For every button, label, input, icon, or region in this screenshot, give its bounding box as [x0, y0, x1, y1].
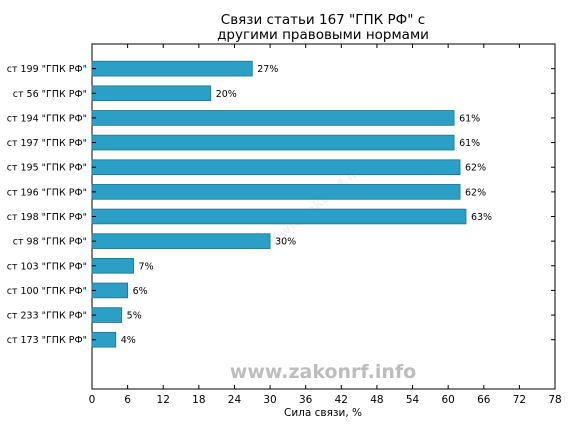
data-label: 5%	[127, 311, 142, 322]
y-tick-label: ст 98 "ГПК РФ"	[13, 237, 87, 248]
x-tick-label: 12	[157, 394, 170, 406]
bar	[91, 184, 461, 200]
bar	[91, 159, 461, 176]
bars-layer: ст 199 "ГПК РФ" 27% ст 56 "ГПК РФ" 20% ст 19…	[7, 60, 555, 348]
bar	[91, 134, 455, 151]
x-tick-label: 42	[335, 394, 348, 406]
y-tick-label: ст 196 "ГПК РФ"	[7, 187, 87, 198]
bar	[91, 110, 455, 126]
data-label: 61%	[459, 138, 480, 149]
bar	[91, 60, 253, 77]
x-axis-label: Сила связи, %	[284, 407, 362, 419]
bar	[91, 282, 129, 299]
data-label: 61%	[459, 113, 480, 124]
y-tick-label: ст 197 "ГПК РФ"	[7, 138, 87, 149]
chart-title-line-1: Связи статьи 167 "ГПК РФ" с	[221, 12, 425, 28]
y-tick-label: ст 173 "ГПК РФ"	[7, 335, 87, 346]
data-label: 30%	[275, 237, 296, 248]
bar	[91, 233, 271, 249]
y-tick-label: ст 233 "ГПК РФ"	[7, 311, 87, 322]
x-tick-label: 54	[406, 394, 420, 406]
x-tick-label: 60	[441, 394, 454, 406]
watermark: www.zakonrf.info	[230, 361, 416, 383]
x-axis-ticks: 0 6 12 18 24 30 36 42 48 54 60 66 72 78	[89, 44, 562, 406]
x-tick-label: 48	[370, 394, 383, 406]
x-tick-label: 72	[513, 394, 526, 406]
data-label: 62%	[465, 163, 486, 174]
x-tick-label: 36	[299, 394, 313, 406]
data-label: 63%	[471, 212, 492, 223]
y-tick-label: ст 56 "ГПК РФ"	[13, 89, 87, 100]
data-label: 7%	[139, 261, 154, 272]
y-tick-label: ст 198 "ГПК РФ"	[7, 212, 87, 223]
x-tick-label: 6	[124, 394, 131, 406]
x-tick-label: 66	[477, 394, 491, 406]
chart-title-line-2: другими правовыми нормами	[217, 27, 429, 43]
y-tick-label: ст 199 "ГПК РФ"	[7, 64, 87, 75]
y-tick-label: ст 100 "ГПК РФ"	[7, 286, 87, 297]
data-label: 20%	[216, 89, 237, 100]
data-label: 6%	[133, 286, 148, 297]
bar	[91, 208, 467, 225]
y-tick-label: ст 194 "ГПК РФ"	[7, 113, 87, 124]
x-tick-label: 18	[192, 394, 205, 406]
y-tick-label: ст 103 "ГПК РФ"	[7, 261, 87, 272]
bar	[91, 307, 123, 323]
y-tick-label: ст 195 "ГПК РФ"	[7, 163, 87, 174]
x-tick-label: 0	[89, 394, 96, 406]
data-label: 62%	[465, 187, 486, 198]
bar	[91, 85, 212, 102]
x-tick-label: 24	[228, 394, 242, 406]
data-label: 27%	[257, 64, 278, 75]
data-label: 4%	[121, 335, 136, 346]
bar	[91, 257, 134, 274]
x-tick-label: 30	[263, 394, 276, 406]
x-tick-label: 78	[548, 394, 561, 406]
